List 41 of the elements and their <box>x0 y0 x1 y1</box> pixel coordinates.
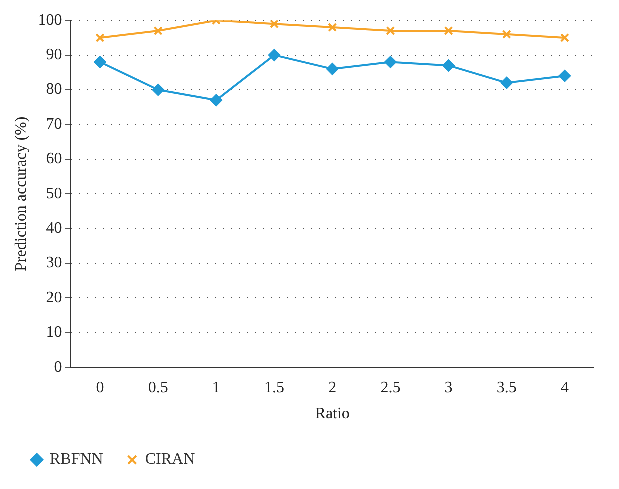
x-tick-label: 1.5 <box>264 379 285 396</box>
point <box>152 84 164 96</box>
y-tick-label: 50 <box>46 185 62 202</box>
point <box>386 26 396 36</box>
point <box>500 77 513 90</box>
point <box>328 23 338 32</box>
legend-label: RBFNN <box>50 451 104 468</box>
y-tick-label: 20 <box>46 289 62 306</box>
point <box>270 20 280 29</box>
x-tick-label: 3.5 <box>496 379 517 396</box>
x-tick-label: 2 <box>328 379 337 396</box>
y-tick-label: 70 <box>46 116 62 133</box>
x-tick-label: 4 <box>560 379 569 396</box>
point <box>444 26 454 36</box>
point <box>96 33 105 42</box>
y-tick-label: 100 <box>38 12 62 29</box>
point <box>442 60 455 72</box>
x-tick-label: 2.5 <box>380 379 401 396</box>
x-tick-label: 0 <box>96 379 104 396</box>
y-tick-label: 80 <box>46 81 62 98</box>
y-tick-label: 30 <box>46 254 62 272</box>
point <box>558 70 571 82</box>
point <box>560 33 570 42</box>
x-axis-title: Ratio <box>315 406 350 423</box>
legend-label: CIRAN <box>145 451 196 468</box>
point <box>154 26 163 36</box>
y-tick-label: 10 <box>46 324 62 342</box>
point <box>326 63 339 76</box>
point <box>94 56 106 68</box>
x-tick-label: 1 <box>212 379 220 396</box>
y-tick-label: 90 <box>46 46 62 64</box>
y-axis-title: Prediction accuracy (%) <box>12 116 30 272</box>
point <box>502 30 512 40</box>
x-tick-label: 3 <box>444 379 453 396</box>
point <box>210 94 222 106</box>
y-tick-label: 60 <box>46 150 62 168</box>
point <box>384 56 397 68</box>
x-tick-label: 0.5 <box>148 379 168 396</box>
y-tick-label: 0 <box>54 358 62 376</box>
point <box>268 49 281 62</box>
y-tick-label: 40 <box>46 220 62 238</box>
